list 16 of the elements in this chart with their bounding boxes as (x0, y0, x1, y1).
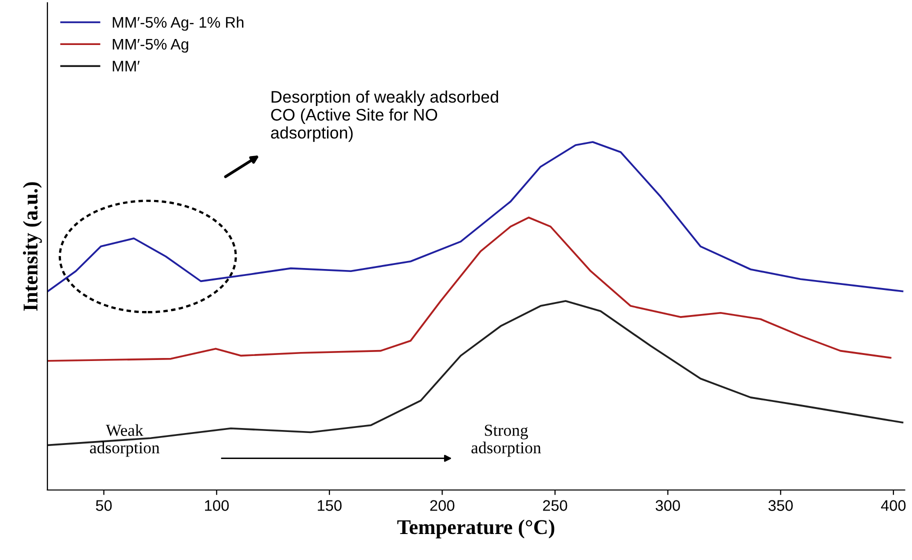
text: Desorption of weakly adsorbed CO (Active Site for NO adsorption) (271, 90, 498, 142)
x-tick-label: 300 (656, 500, 680, 511)
x-tick-label: 250 (543, 500, 568, 511)
x-axis-title: Temperature (°C) (397, 520, 554, 538)
legend-label: MM′-5% Ag- 1% Rh (112, 16, 244, 31)
annotation: Weak adsorption (90, 424, 160, 457)
y-axis-title: Intensity (a.u.) (22, 182, 42, 311)
x-tick-label: 200 (430, 500, 454, 511)
x-tick-label: 350 (768, 500, 793, 511)
x-tick-label: 400 (881, 500, 906, 511)
legend-label: MM′-5% Ag (112, 38, 188, 53)
annotation: Strong adsorption (471, 424, 541, 457)
x-tick-label: 50 (96, 500, 112, 511)
x-tick-label: 100 (205, 500, 229, 511)
legend-label: MM′ (112, 60, 140, 72)
x-tick-label: 150 (318, 500, 342, 511)
